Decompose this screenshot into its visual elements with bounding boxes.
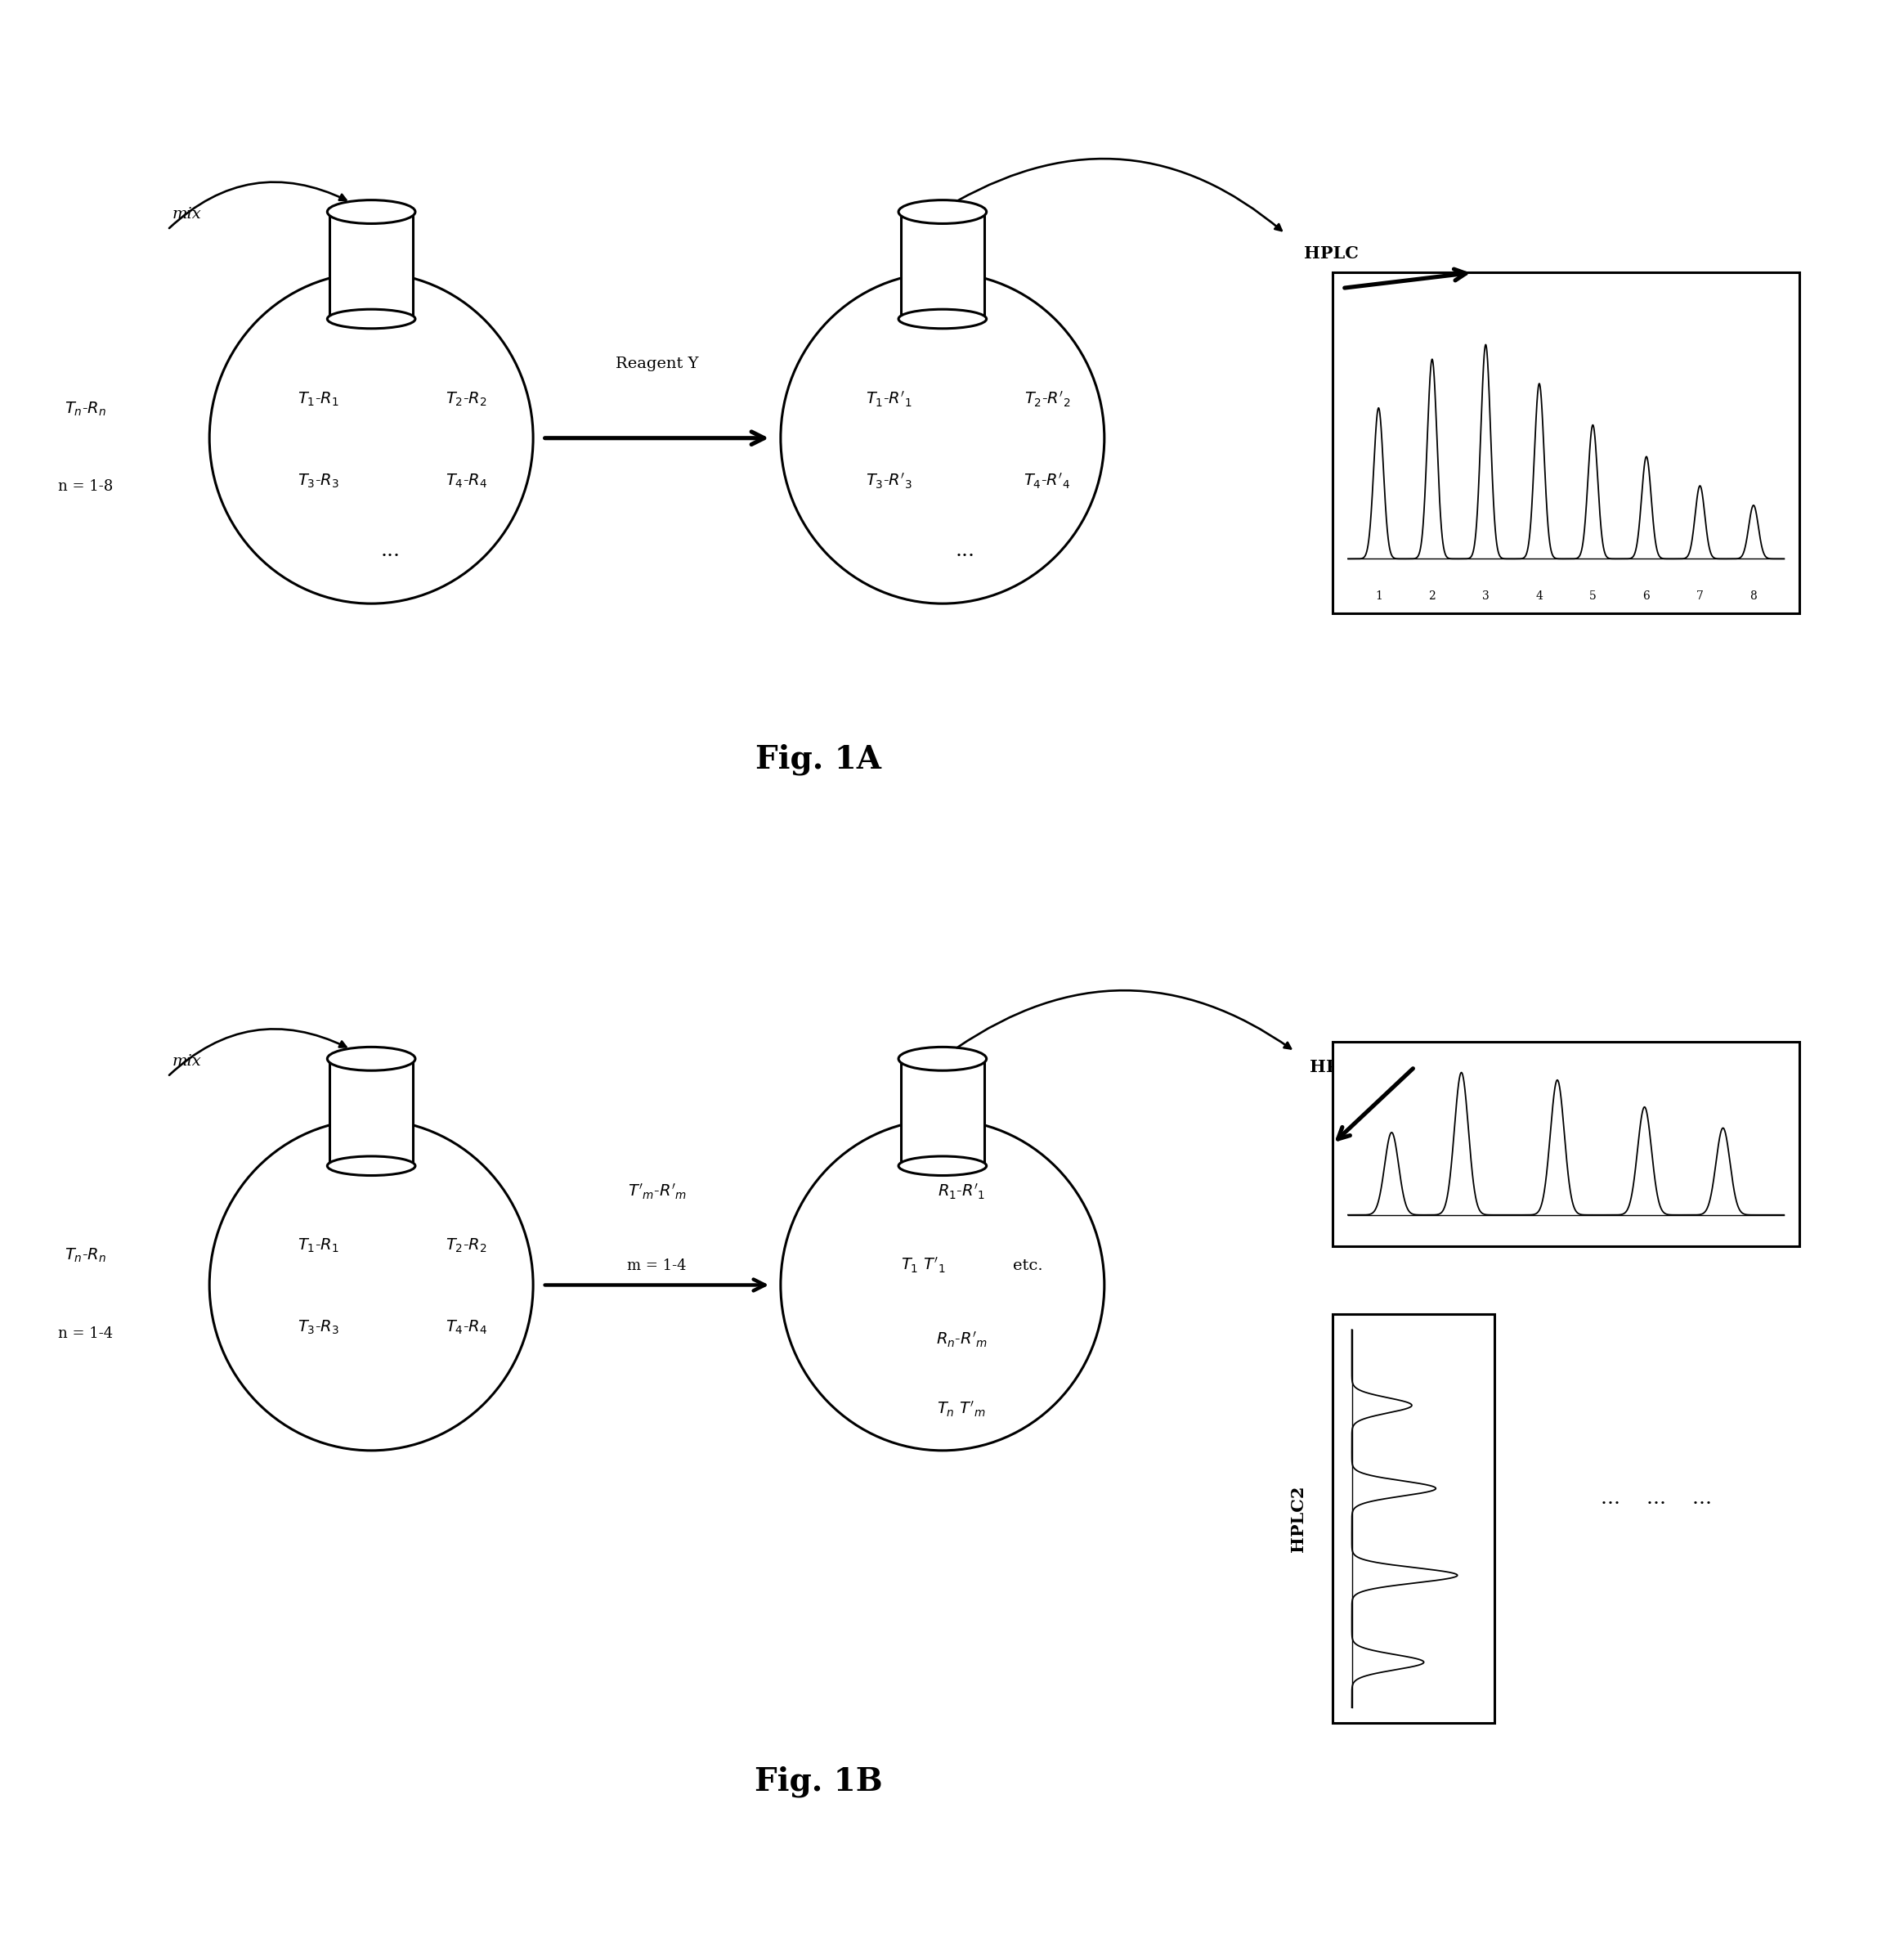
Text: $T_1$-$R'_1$: $T_1$-$R'_1$ bbox=[866, 389, 912, 409]
Text: Fig. 1A: Fig. 1A bbox=[756, 744, 882, 775]
Text: 7: 7 bbox=[1696, 590, 1704, 602]
Text: $T_n$ $T'_m$: $T_n$ $T'_m$ bbox=[937, 1400, 986, 1419]
FancyBboxPatch shape bbox=[1333, 1314, 1495, 1723]
Text: n = 1-8: n = 1-8 bbox=[59, 479, 112, 495]
Text: $T_4$-$R'_4$: $T_4$-$R'_4$ bbox=[1024, 471, 1070, 491]
Text: $T_3$-$R'_3$: $T_3$-$R'_3$ bbox=[866, 471, 912, 491]
Text: ...    ...    ...: ... ... ... bbox=[1601, 1489, 1712, 1507]
Text: HPLC2: HPLC2 bbox=[1291, 1486, 1306, 1552]
Text: HPLC: HPLC bbox=[1304, 245, 1359, 261]
Text: Reagent Y: Reagent Y bbox=[615, 356, 699, 372]
Polygon shape bbox=[901, 1059, 984, 1166]
Text: $T_2$-$R'_2$: $T_2$-$R'_2$ bbox=[1024, 389, 1070, 409]
Text: 2: 2 bbox=[1428, 590, 1436, 602]
Ellipse shape bbox=[899, 1157, 986, 1176]
Text: $R_1$-$R'_1$: $R_1$-$R'_1$ bbox=[939, 1182, 984, 1201]
FancyBboxPatch shape bbox=[1333, 1042, 1799, 1246]
Text: 1: 1 bbox=[1375, 590, 1382, 602]
Text: $T'_m$-$R'_m$: $T'_m$-$R'_m$ bbox=[628, 1182, 685, 1201]
Text: $T_1$-$R_1$: $T_1$-$R_1$ bbox=[297, 391, 339, 407]
Ellipse shape bbox=[327, 201, 415, 224]
Text: 8: 8 bbox=[1750, 590, 1757, 602]
Text: $T_4$-$R_4$: $T_4$-$R_4$ bbox=[446, 1320, 487, 1336]
Text: 5: 5 bbox=[1590, 590, 1596, 602]
Text: ...: ... bbox=[381, 541, 400, 561]
Text: n = 1-4: n = 1-4 bbox=[59, 1326, 112, 1341]
Text: mix: mix bbox=[171, 206, 202, 222]
Text: m = 1-4: m = 1-4 bbox=[626, 1258, 687, 1273]
Polygon shape bbox=[329, 1059, 413, 1166]
Ellipse shape bbox=[781, 273, 1104, 604]
Ellipse shape bbox=[899, 310, 986, 329]
Text: 4: 4 bbox=[1537, 590, 1542, 602]
Text: $T_n$-$R_n$: $T_n$-$R_n$ bbox=[65, 1248, 107, 1264]
Text: $T_2$-$R_2$: $T_2$-$R_2$ bbox=[446, 391, 487, 407]
Text: $R_n$-$R'_m$: $R_n$-$R'_m$ bbox=[935, 1330, 988, 1349]
Ellipse shape bbox=[209, 273, 533, 604]
FancyBboxPatch shape bbox=[1333, 273, 1799, 613]
Ellipse shape bbox=[209, 1120, 533, 1451]
Text: $T_3$-$R_3$: $T_3$-$R_3$ bbox=[297, 1320, 339, 1336]
Ellipse shape bbox=[327, 310, 415, 329]
Text: $T_n$-$R_n$: $T_n$-$R_n$ bbox=[65, 401, 107, 417]
Text: 3: 3 bbox=[1481, 590, 1489, 602]
Ellipse shape bbox=[899, 201, 986, 224]
Text: $T_2$-$R_2$: $T_2$-$R_2$ bbox=[446, 1238, 487, 1254]
Text: $T_1$-$R_1$: $T_1$-$R_1$ bbox=[297, 1238, 339, 1254]
Text: etc.: etc. bbox=[1013, 1258, 1043, 1273]
Text: $T_1$ $T'_1$: $T_1$ $T'_1$ bbox=[901, 1256, 946, 1275]
Ellipse shape bbox=[899, 1047, 986, 1071]
Text: mix: mix bbox=[171, 1053, 202, 1069]
Text: Fig. 1B: Fig. 1B bbox=[754, 1766, 883, 1797]
Text: HPLC1: HPLC1 bbox=[1310, 1059, 1377, 1075]
Text: ...: ... bbox=[956, 541, 975, 561]
Ellipse shape bbox=[327, 1157, 415, 1176]
Ellipse shape bbox=[781, 1120, 1104, 1451]
Text: $T_4$-$R_4$: $T_4$-$R_4$ bbox=[446, 473, 487, 489]
Ellipse shape bbox=[327, 1047, 415, 1071]
Polygon shape bbox=[901, 212, 984, 319]
Text: $T_3$-$R_3$: $T_3$-$R_3$ bbox=[297, 473, 339, 489]
Polygon shape bbox=[329, 212, 413, 319]
Text: 6: 6 bbox=[1643, 590, 1651, 602]
